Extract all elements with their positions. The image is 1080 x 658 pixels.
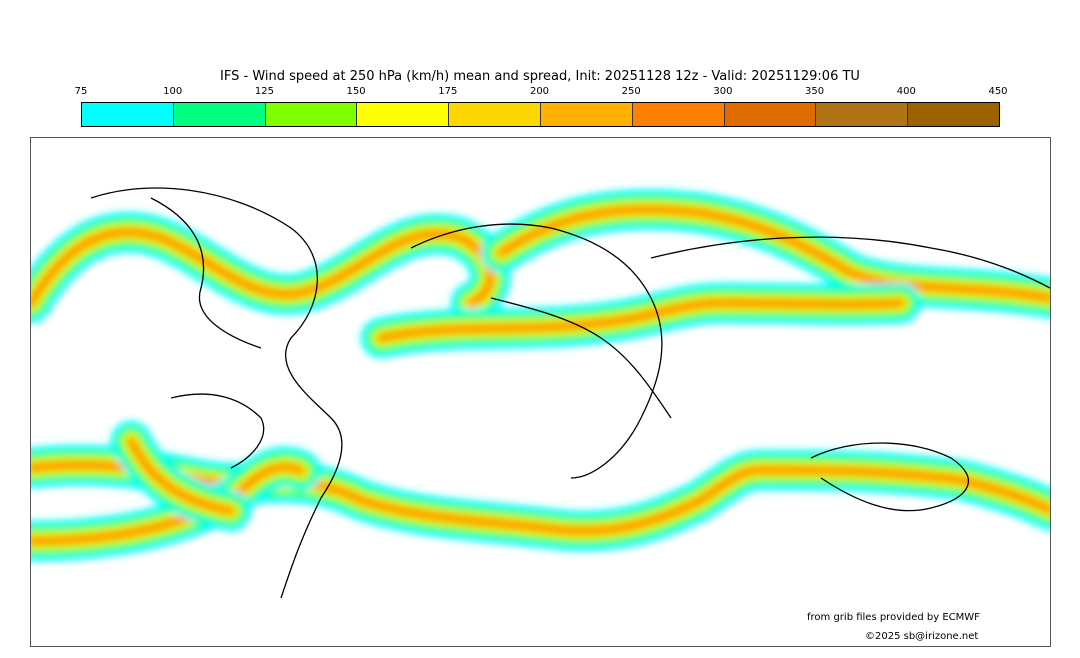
- colorbar-bin-7: [724, 103, 817, 126]
- source-credit: from grib files provided by ECMWF: [807, 612, 980, 623]
- colorbar-bin-3: [357, 103, 450, 126]
- colorbar-bin-5: [540, 103, 633, 126]
- jet-stream-band: [31, 462, 1050, 534]
- colorbar-tick: 100: [163, 86, 183, 97]
- map-title: IFS - Wind speed at 250 hPa (km/h) mean …: [220, 69, 860, 84]
- colorbar-tick: 125: [254, 86, 274, 97]
- colorbar-bin-2: [265, 103, 358, 126]
- colorbar-bin-9: [908, 103, 999, 126]
- colorbar-bin-6: [632, 103, 725, 126]
- colorbar-tick: 175: [438, 86, 458, 97]
- colorbar-tick: 75: [74, 86, 88, 97]
- colorbar-tick: 300: [713, 86, 733, 97]
- coastlines: [90, 187, 1050, 599]
- jet-stream-band: [498, 206, 1050, 301]
- colorbar-tick: 400: [896, 86, 916, 97]
- colorbar-legend: [81, 102, 1000, 127]
- jet-stream-band: [31, 229, 493, 306]
- jet-stream-band: [378, 300, 904, 341]
- colorbar-bin-4: [449, 103, 541, 126]
- copyright-credit: ©2025 sb@irizone.net: [865, 631, 979, 642]
- colorbar-bin-8: [816, 103, 909, 126]
- colorbar-tick: 250: [621, 86, 641, 97]
- colorbar-tick: 350: [805, 86, 825, 97]
- colorbar-tick: 200: [529, 86, 550, 97]
- map-canvas: [31, 187, 1050, 599]
- colorbar-bin-1: [173, 103, 266, 126]
- colorbar-tick: 450: [988, 86, 1008, 97]
- colorbar-bin-0: [82, 103, 174, 126]
- wind-speed-map: [30, 137, 1051, 647]
- jet-stream-band: [128, 438, 234, 514]
- colorbar-tick: 150: [346, 86, 366, 97]
